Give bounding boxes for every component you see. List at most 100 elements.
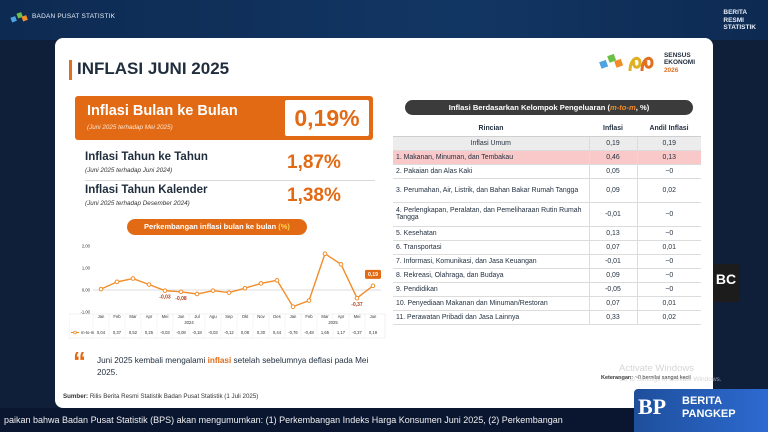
data-point xyxy=(242,285,248,291)
brs-line-3: STATISTIK xyxy=(723,24,756,31)
stat-divider xyxy=(85,180,375,181)
row-inflasi: 0,46 xyxy=(588,150,637,165)
row-andil: ~0 xyxy=(636,202,701,227)
table-row: 10. Penyediaan Makanan dan Minuman/Resto… xyxy=(393,296,701,311)
row-label: 6. Transportasi xyxy=(393,240,589,255)
col-inflasi: Inflasi xyxy=(589,122,637,137)
row-inflasi: 0,13 xyxy=(588,226,637,241)
table-row: 4. Perlengkapan, Peralatan, dan Pemeliha… xyxy=(393,202,701,227)
data-point xyxy=(162,288,168,293)
row-inflasi: 0,09 xyxy=(588,268,637,283)
quote-icon: “ xyxy=(73,346,86,376)
table-note: Keterangan: ~0 bernilai sangat kecil xyxy=(601,375,691,381)
value-label: 1,65 xyxy=(321,330,330,335)
data-point xyxy=(146,282,152,287)
x-tick-label: Jul xyxy=(194,314,199,319)
value-label: -0,37 xyxy=(352,330,362,335)
row-inflasi: -0,05 xyxy=(588,282,637,297)
presentation-slide: INFLASI JUNI 2025 SENSUS EKONOMI 2026 In… xyxy=(55,38,713,408)
data-point xyxy=(274,278,280,283)
y-tick-label: 2,00 xyxy=(82,244,91,249)
brs-line-2: RESMI xyxy=(723,16,744,24)
slide-title: INFLASI JUNI 2025 xyxy=(77,59,230,78)
channel-name-2: PANGKEP xyxy=(682,408,736,420)
ytd-subtitle: (Juni 2025 terhadap Desember 2024) xyxy=(85,200,190,207)
row-andil: ~0 xyxy=(636,254,701,269)
x-tick-label: Agu xyxy=(209,314,217,319)
source-label: Sumber: xyxy=(63,393,89,400)
y-tick-label: -1,00 xyxy=(80,310,90,315)
data-point xyxy=(306,298,312,303)
table-row: 3. Perumahan, Air, Listrik, dan Bahan Ba… xyxy=(393,178,701,203)
table-row: 8. Rekreasi, Olahraga, dan Budaya 0,09 ~0 xyxy=(393,268,701,283)
mtm-subtitle: (Juni 2025 terhadap Mei 2025) xyxy=(87,124,173,131)
value-label: -0,12 xyxy=(224,330,234,335)
data-point xyxy=(98,286,104,292)
chart-title-unit: (%) xyxy=(278,222,290,231)
row-inflasi: 0,19 xyxy=(588,136,637,151)
x-tick-label: Sep xyxy=(225,314,233,319)
note-label: Keterangan: xyxy=(601,375,634,381)
value-label: 0,44 xyxy=(273,330,282,335)
data-point xyxy=(322,251,328,257)
brs-label: BERITA RESMI STATISTIK xyxy=(723,9,756,32)
x-tick-label: Jan xyxy=(290,314,297,319)
source-text: Rilis Berita Resmi Statistik Badan Pusat… xyxy=(89,393,259,400)
value-label: -0,03 xyxy=(208,330,218,335)
x-tick-label: Feb xyxy=(305,314,313,319)
value-label: -0,48 xyxy=(304,330,314,335)
row-label: 2. Pakaian dan Alas Kaki xyxy=(393,164,589,179)
chart-title: Perkembangan inflasi bulan ke bulan (%) xyxy=(127,219,307,235)
mtm-value-bg xyxy=(285,100,369,136)
row-label: 1. Makanan, Minuman, dan Tembakau xyxy=(393,150,589,165)
broadcast-top-bar: BADAN PUSAT STATISTIK BERITA RESMI STATI… xyxy=(0,0,768,40)
brs-line-1: BERITA xyxy=(723,9,748,16)
table-title-em: m-to-m xyxy=(609,103,636,112)
value-label: -0,03 xyxy=(160,330,170,335)
y-tick-label: 0,00 xyxy=(82,288,91,293)
table-header-row: Rincian Inflasi Andil Inflasi xyxy=(393,122,701,137)
table-row: 7. Informasi, Komunikasi, dan Jasa Keuan… xyxy=(393,254,701,269)
row-inflasi: 0,33 xyxy=(588,310,637,325)
yoy-value: 1,87% xyxy=(287,152,341,173)
series-line xyxy=(100,252,374,308)
row-inflasi: 0,07 xyxy=(588,240,637,255)
annotation-label: -0,37 xyxy=(351,302,363,308)
value-label: 0,52 xyxy=(129,330,138,335)
value-label: 0,30 xyxy=(257,330,266,335)
x-tick-label: Nov xyxy=(257,314,265,319)
sensus-line-3: 2026 xyxy=(663,66,679,74)
x-tick-label: Des xyxy=(273,314,280,319)
quote-bold: inflasi xyxy=(207,356,232,365)
row-andil: ~0 xyxy=(636,268,701,283)
channel-badge: BP BERITA PANGKEP xyxy=(634,389,768,432)
callout-box xyxy=(365,269,381,279)
x-tick-label: Jun xyxy=(178,314,185,319)
data-point xyxy=(226,290,232,295)
value-label: 0,08 xyxy=(241,330,250,335)
value-label: 0,25 xyxy=(145,330,154,335)
data-point xyxy=(258,281,264,286)
value-label: 1,17 xyxy=(337,330,346,335)
row-andil: 0,01 xyxy=(636,296,701,311)
data-point xyxy=(194,291,200,297)
table-title-pre: Inflasi Berdasarkan Kelompok Pengeluaran… xyxy=(448,103,610,112)
sensus-line-2: EKONOMI xyxy=(663,59,695,67)
row-inflasi: 0,07 xyxy=(588,296,637,311)
row-inflasi: -0,01 xyxy=(588,254,637,269)
row-inflasi: 0,05 xyxy=(588,164,637,179)
x-tick-label: Apr xyxy=(146,314,153,319)
row-label: 4. Perlengkapan, Peralatan, dan Pemeliha… xyxy=(393,202,589,227)
sensus-text: SENSUS EKONOMI 2026 xyxy=(664,52,695,75)
table-row: 5. Kesehatan 0,13 ~0 xyxy=(393,226,701,241)
year-label: 2024 xyxy=(184,320,194,325)
row-andil: 0,01 xyxy=(636,240,701,255)
chart-data-table xyxy=(69,313,386,339)
data-point xyxy=(210,288,216,293)
row-andil: ~0 xyxy=(636,164,701,179)
windows-watermark: Activate Windows xyxy=(619,363,694,374)
col-rincian: Rincian xyxy=(393,122,589,137)
value-label: 0,37 xyxy=(113,330,122,335)
data-point xyxy=(130,276,136,281)
quote-pre: Juni 2025 kembali mengalami xyxy=(97,356,208,365)
